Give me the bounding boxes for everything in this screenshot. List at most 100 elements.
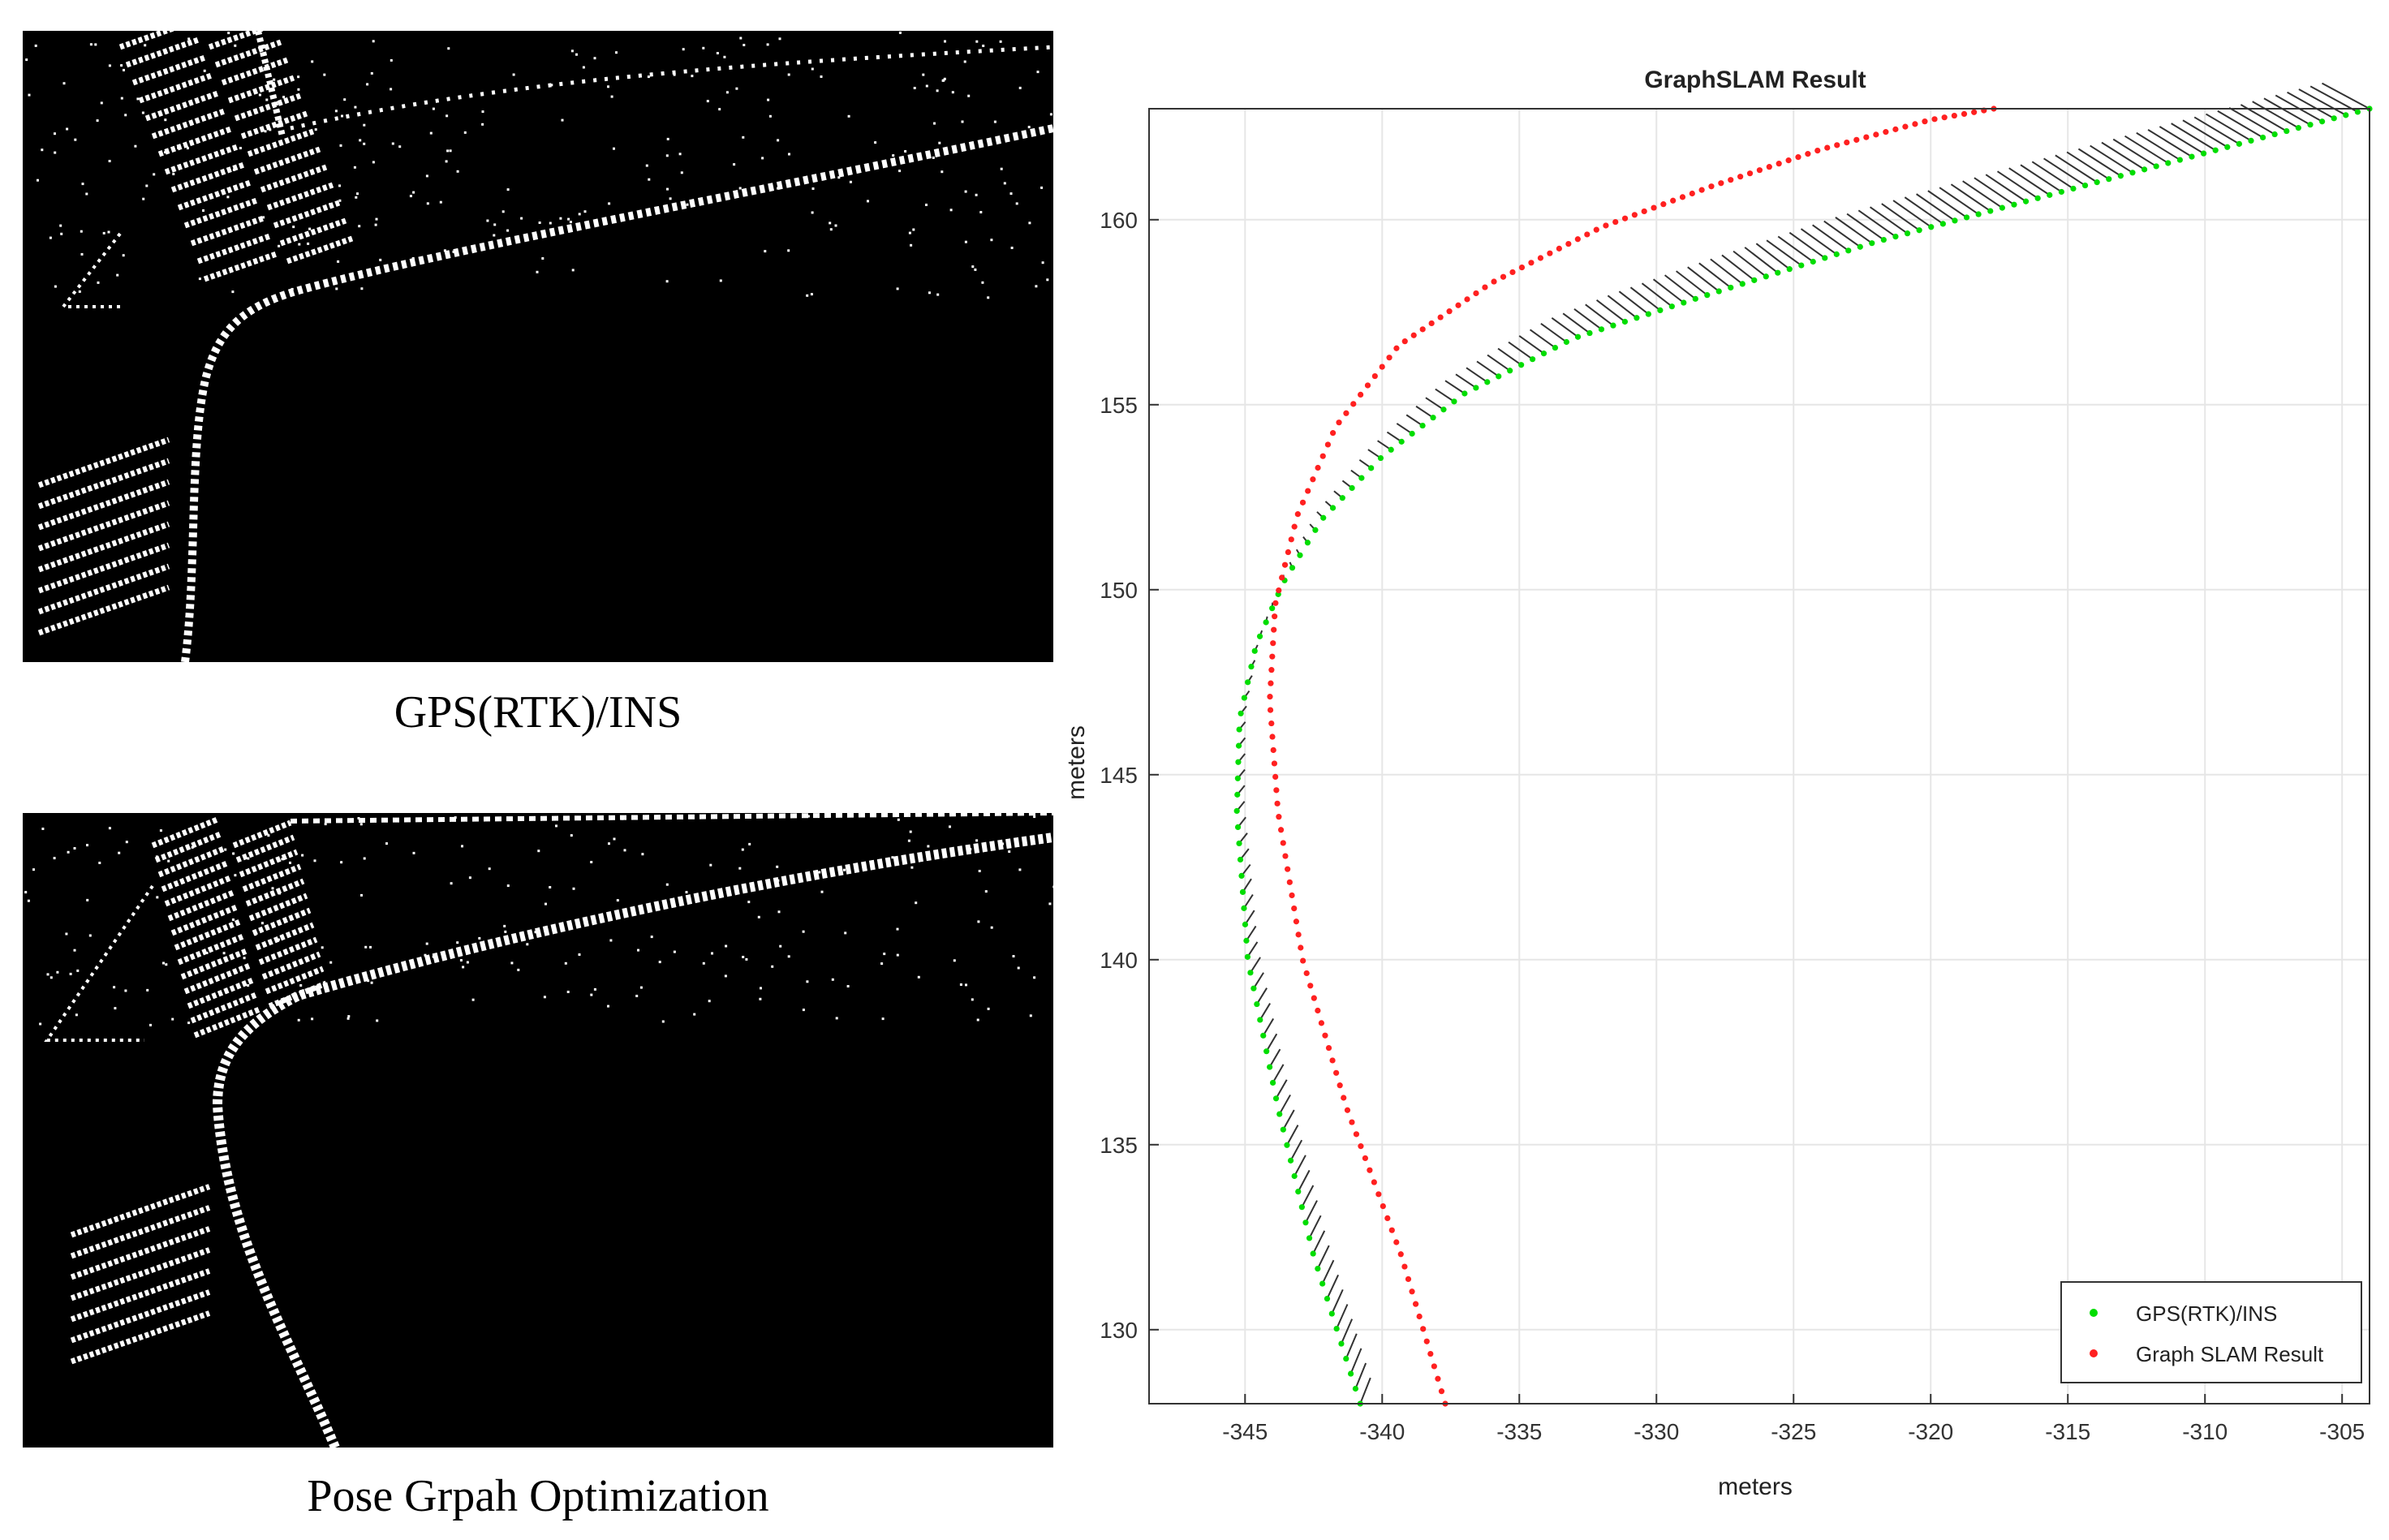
scatter-point <box>908 231 911 234</box>
scatter-point <box>834 224 837 227</box>
gps-point <box>1254 1000 1260 1008</box>
gps-point <box>1484 379 1491 385</box>
slam-point <box>1281 561 1289 568</box>
gps-point <box>1343 1355 1349 1362</box>
scatter-point <box>159 829 162 832</box>
scatter-point <box>1035 285 1038 288</box>
slam-point <box>1268 680 1274 686</box>
scatter-point <box>89 43 93 46</box>
link-line <box>2031 161 2074 190</box>
slam-point <box>1288 536 1294 543</box>
scatter-point <box>56 970 59 974</box>
scatter-point <box>85 192 88 196</box>
slam-point <box>1315 1007 1321 1014</box>
crosswalk-stripe <box>151 816 219 849</box>
slam-point <box>1437 314 1444 320</box>
scatter-point <box>536 270 539 273</box>
link-line <box>1892 200 1932 228</box>
scatter-point <box>641 853 644 856</box>
slam-point <box>1679 194 1686 200</box>
crosswalk-stripe <box>227 75 295 104</box>
scatter-point <box>456 170 459 173</box>
scatter-point <box>1052 885 1053 888</box>
slam-point <box>1364 382 1371 389</box>
scatter-point <box>254 933 257 936</box>
slam-point <box>1299 499 1306 505</box>
scatter-point <box>155 855 158 858</box>
link-line <box>1336 1304 1349 1329</box>
scatter-point <box>778 37 781 41</box>
link-line <box>1312 1230 1326 1254</box>
scatter-point <box>559 217 562 220</box>
scatter-point <box>390 58 393 62</box>
scatter-point <box>37 179 39 182</box>
scatter-point <box>145 184 149 187</box>
scatter-point <box>635 995 639 997</box>
gps-point <box>1248 663 1255 670</box>
scatter-point <box>439 200 442 204</box>
scatter-point <box>777 187 780 190</box>
axes-frame <box>1148 108 2370 1404</box>
scatter-point <box>108 827 111 830</box>
scatter-point <box>767 98 770 101</box>
scatter-point <box>360 287 364 290</box>
scatter-point <box>372 40 375 43</box>
slam-point <box>1272 773 1279 780</box>
y-tick-label: 155 <box>1100 393 1138 418</box>
gps-point <box>1715 288 1722 295</box>
scatter-point <box>570 49 574 53</box>
slam-point <box>1341 1095 1347 1101</box>
gps-point <box>1234 791 1241 798</box>
slam-point <box>1295 931 1302 938</box>
scatter-point <box>613 837 616 841</box>
gps-point <box>1880 236 1887 243</box>
scatter-point <box>471 998 475 1001</box>
scatter-point <box>738 867 742 870</box>
x-tick-labels: -345 -340 -335 -330 -325 -320 -315 -310 -305 <box>1222 1419 2365 1444</box>
gps-point <box>1338 1340 1345 1347</box>
slam-point <box>1307 983 1314 989</box>
scatter-point <box>25 58 28 62</box>
scatter-point <box>481 123 484 126</box>
scatter-point <box>307 242 310 245</box>
scatter-point <box>1036 71 1040 74</box>
slam-point <box>1367 1167 1373 1173</box>
slam-point <box>1305 488 1311 494</box>
crosswalk-stripe <box>157 845 226 878</box>
scatter-point <box>359 823 363 826</box>
crosswalk-stripe <box>247 128 315 157</box>
slam-point <box>1291 906 1298 912</box>
link-line <box>2020 164 2062 193</box>
scatter-point <box>225 987 228 991</box>
crosswalk-stripe <box>261 951 321 980</box>
scatter-point <box>62 82 66 85</box>
crosswalk-stripe <box>37 437 170 488</box>
x-tick-label: -315 <box>2045 1419 2090 1444</box>
link-line <box>1321 1259 1335 1284</box>
grid-lines <box>1149 109 2370 1404</box>
link-line <box>1508 341 1534 360</box>
scatter-point <box>390 88 393 91</box>
link-line <box>2309 85 2358 113</box>
y-axis-label: meters <box>1063 725 1090 800</box>
gps-point <box>1952 217 1958 224</box>
slam-point <box>1358 1143 1364 1150</box>
crosswalk-stripe <box>70 1268 211 1323</box>
legend-marker <box>2090 1309 2098 1317</box>
crosswalk-markings-top <box>118 31 354 282</box>
scatter-point <box>666 137 669 140</box>
scatter-point <box>1003 182 1006 185</box>
link-line <box>1278 1094 1291 1115</box>
scatter-point <box>291 287 294 290</box>
gps-point <box>1574 333 1582 340</box>
curb-edge <box>212 832 1053 1448</box>
link-line <box>1415 405 1434 419</box>
scatter-point <box>258 93 261 97</box>
scatter-point <box>661 1020 665 1023</box>
scatter-point <box>534 931 537 934</box>
scatter-point <box>742 136 745 139</box>
crosswalk-stripe <box>70 1205 211 1259</box>
link-line <box>2193 116 2240 145</box>
scatter-point <box>665 883 669 886</box>
slam-point <box>1384 1215 1391 1222</box>
